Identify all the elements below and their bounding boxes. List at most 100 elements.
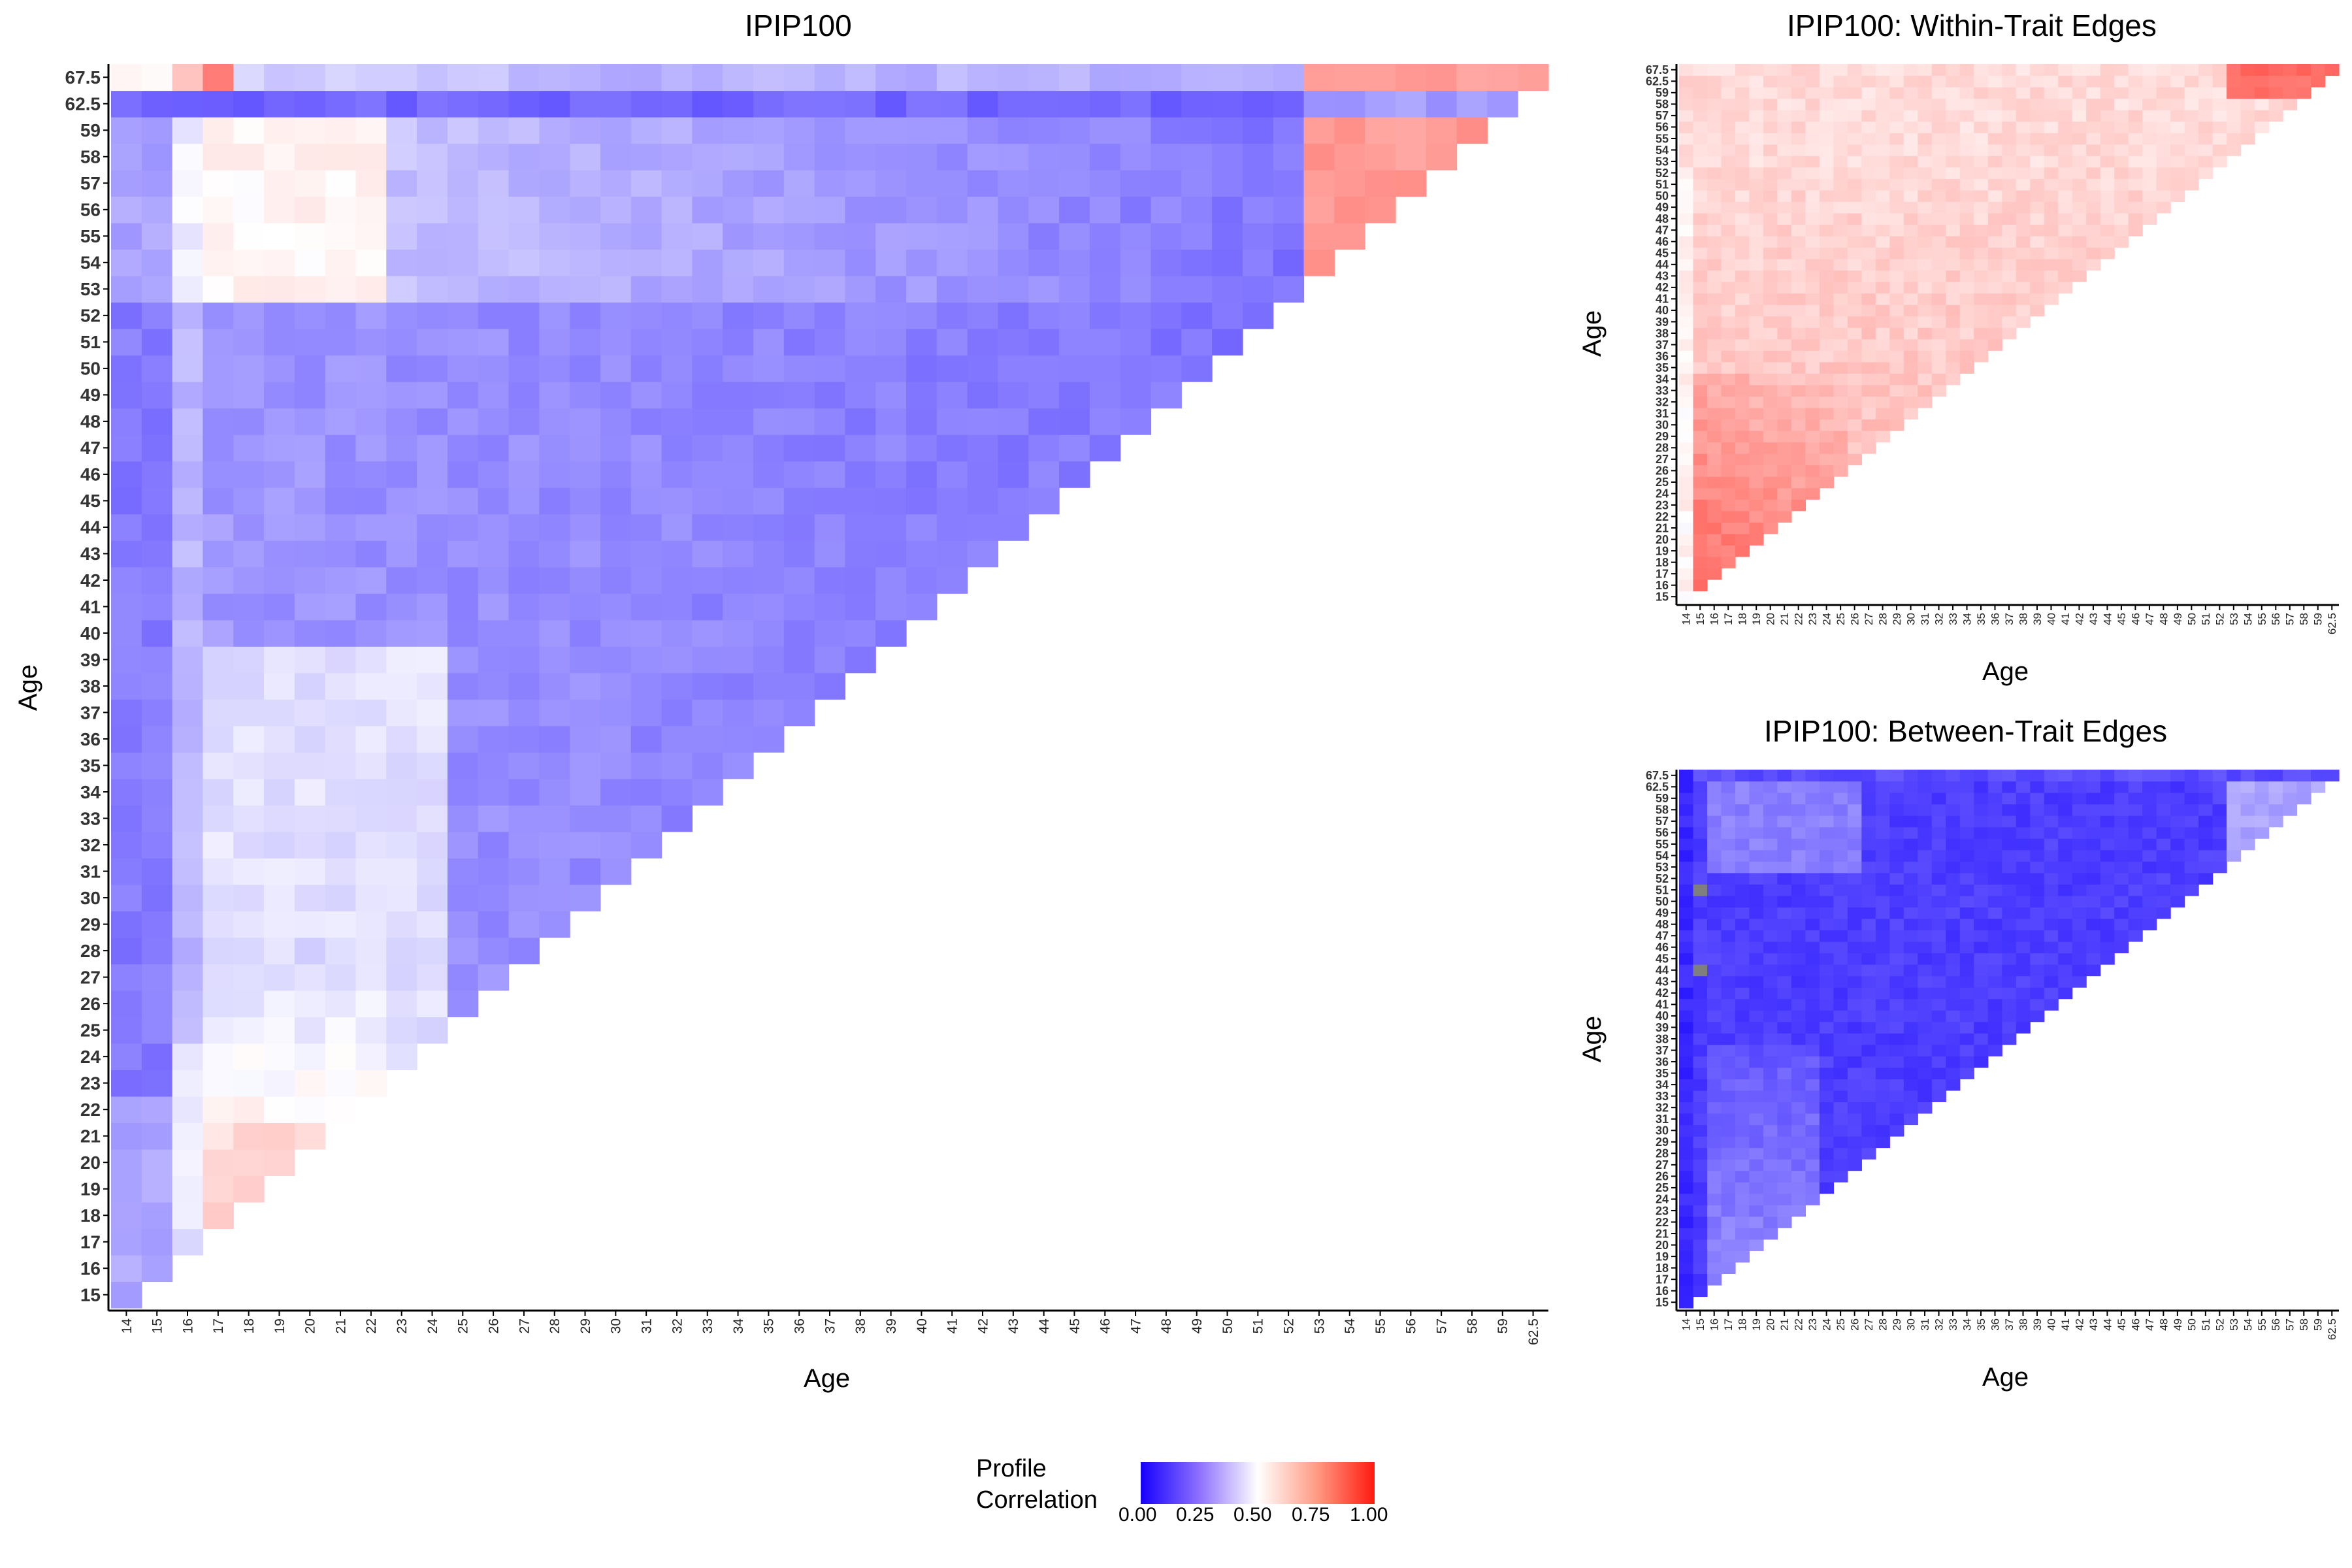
between-x-tick-label: 45 [2115,1318,2128,1331]
within-cell [1749,293,1764,305]
between-y-tick-label: 22 [1656,1216,1669,1229]
between-cell [1707,1147,1722,1160]
main-cell [447,514,479,541]
between-cell [1819,849,1834,862]
main-cell [141,593,173,621]
between-cell [2268,781,2283,793]
within-cell [2044,235,2059,248]
main-cell [1181,249,1213,276]
main-cell [570,805,601,832]
between-x-tick-label: 22 [1793,1318,1805,1331]
between-cell [2072,770,2087,782]
main-cell [723,196,754,223]
within-cell [1721,431,1736,443]
main-cell [111,672,142,700]
within-cell [1735,431,1750,443]
between-cell [1707,1239,1722,1251]
within-cell [2240,98,2255,110]
main-cell [600,170,632,197]
between-cell [2268,770,2283,782]
between-cell [2170,884,2185,896]
main-cell [539,487,570,515]
between-cell [1693,1262,1708,1274]
main-cell [630,117,662,144]
within-cell [1946,98,1961,110]
within-cell [1749,189,1764,202]
between-cell [2002,770,2017,782]
between-cell [2016,907,2031,919]
within-cell [1777,75,1792,88]
main-cell [233,1122,265,1150]
main-cell [386,117,417,144]
main-cell [998,223,1029,250]
between-cell [1946,872,1961,885]
between-y-tick-label: 55 [1656,838,1669,851]
between-cell [1875,826,1890,839]
between-cell [1707,1113,1722,1126]
main-cell [723,90,754,118]
within-cell [1763,465,1778,477]
between-cell [1679,1090,1694,1103]
within-cell [2114,224,2129,237]
between-cell [1707,930,1722,942]
main-x-tick-label: 17 [211,1318,226,1333]
between-x-tick-label: 20 [1765,1318,1777,1331]
main-cell [1028,355,1060,382]
main-cell [814,276,846,303]
within-cell [1833,293,1848,305]
between-cell [1791,1056,1806,1068]
between-cell [1833,998,1848,1011]
main-y-tick-label: 28 [80,941,101,961]
within-cell [1861,396,1876,408]
within-cell [1889,327,1904,340]
within-cell [2072,224,2087,237]
between-cell [2016,975,2031,988]
main-cell [783,117,815,144]
within-cell [1931,87,1946,99]
main-cell [478,540,510,568]
within-cell [1847,178,1862,191]
between-cell [1735,826,1750,839]
between-x-tick-label: 48 [2157,1318,2170,1331]
between-cell [2016,849,2031,862]
between-cell [1791,770,1806,782]
between-cell [1707,941,1722,954]
between-cell [1679,1056,1694,1068]
within-cell [1974,98,1989,110]
within-cell [1707,189,1722,202]
within-cell [1791,75,1806,88]
main-cell [478,434,510,462]
between-cell [1918,930,1933,942]
main-cell [478,725,510,753]
between-cell [2283,781,2298,793]
within-x-tick-label: 18 [1737,613,1749,625]
between-cell [1805,792,1820,805]
main-cell [233,408,265,435]
within-trait-title: IPIP100: Within-Trait Edges [1787,8,2157,42]
between-cell [1721,987,1736,1000]
within-cell [1679,293,1694,305]
within-cell [1693,282,1708,294]
within-cell [1791,144,1806,156]
within-cell [1819,167,1834,179]
between-cell [1707,1250,1722,1263]
between-cell [2072,930,2087,942]
main-cell [783,540,815,568]
between-cell [1918,781,1933,793]
between-cell [1735,907,1750,919]
between-cell [1791,1090,1806,1103]
between-cell [2058,792,2073,805]
between-cell [2325,770,2340,782]
main-cell [478,170,510,197]
between-cell [1903,930,1918,942]
within-cell [2283,87,2298,99]
between-x-tick-label: 62.5 [2326,1318,2338,1340]
between-cell [1819,815,1834,828]
within-cell [1707,201,1722,214]
main-cell [508,170,540,197]
between-cell [1833,1079,1848,1091]
main-y-tick-label: 26 [80,994,101,1014]
within-cell [1931,189,1946,202]
between-cell [1777,781,1792,793]
main-cell [325,382,357,409]
